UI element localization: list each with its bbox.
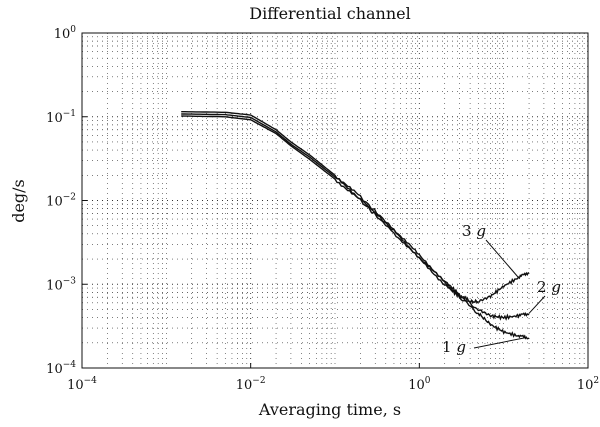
- y-tick-exponent: −3: [63, 276, 77, 286]
- grid-lines: [82, 33, 588, 368]
- annotation-unit: g: [456, 338, 466, 356]
- y-tick-base: 10: [46, 111, 63, 126]
- x-tick-base: 10: [408, 378, 425, 393]
- x-tick-label: 10−4: [67, 376, 97, 393]
- annotation-leader-line: [473, 337, 526, 349]
- x-tick-label: 10−2: [236, 376, 266, 393]
- y-tick-label: 10−2: [46, 193, 76, 210]
- annotation-number: 1: [442, 338, 456, 356]
- annotation-unit: g: [476, 222, 486, 240]
- annotation-leader-line: [528, 295, 546, 314]
- annotation-unit: g: [551, 278, 561, 296]
- y-tick-label: 10−1: [46, 109, 76, 126]
- series-line-2g: [181, 113, 530, 321]
- y-axis-label: deg/s: [9, 179, 28, 223]
- series-annotations: 3 g2 g1 g: [442, 222, 561, 356]
- y-tick-label: 100: [54, 25, 77, 42]
- x-tick-label: 102: [577, 376, 599, 393]
- y-tick-label: 10−4: [46, 360, 76, 377]
- x-tick-base: 10: [67, 378, 84, 393]
- annotation-label: 1 g: [442, 338, 466, 356]
- y-tick-exponent: −1: [63, 109, 76, 119]
- x-tick-exponent: 0: [425, 376, 431, 386]
- x-tick-exponent: −2: [252, 376, 265, 386]
- annotation-leader-line: [485, 239, 519, 278]
- annotation-label: 2 g: [537, 278, 561, 296]
- x-tick-exponent: −4: [84, 376, 98, 386]
- annotation-number: 2: [537, 278, 551, 296]
- y-tick-exponent: −2: [63, 193, 76, 203]
- y-tick-base: 10: [54, 27, 71, 42]
- chart-title: Differential channel: [249, 4, 411, 23]
- x-tick-label: 100: [408, 376, 431, 393]
- x-axis-label: Averaging time, s: [258, 400, 401, 419]
- y-tick-base: 10: [46, 362, 63, 377]
- series-line-3g: [181, 111, 530, 305]
- annotation-number: 3: [462, 222, 476, 240]
- y-tick-exponent: 0: [70, 25, 76, 35]
- series-line-1g: [181, 115, 530, 340]
- x-tick-base: 10: [236, 378, 253, 393]
- y-tick-base: 10: [46, 195, 63, 210]
- annotation-label: 3 g: [462, 222, 486, 240]
- y-tick-exponent: −4: [63, 360, 77, 370]
- series-lines: [181, 111, 530, 340]
- x-tick-base: 10: [577, 378, 594, 393]
- x-tick-exponent: 2: [593, 376, 599, 386]
- y-tick-label: 10−3: [46, 276, 76, 293]
- y-tick-base: 10: [46, 278, 63, 293]
